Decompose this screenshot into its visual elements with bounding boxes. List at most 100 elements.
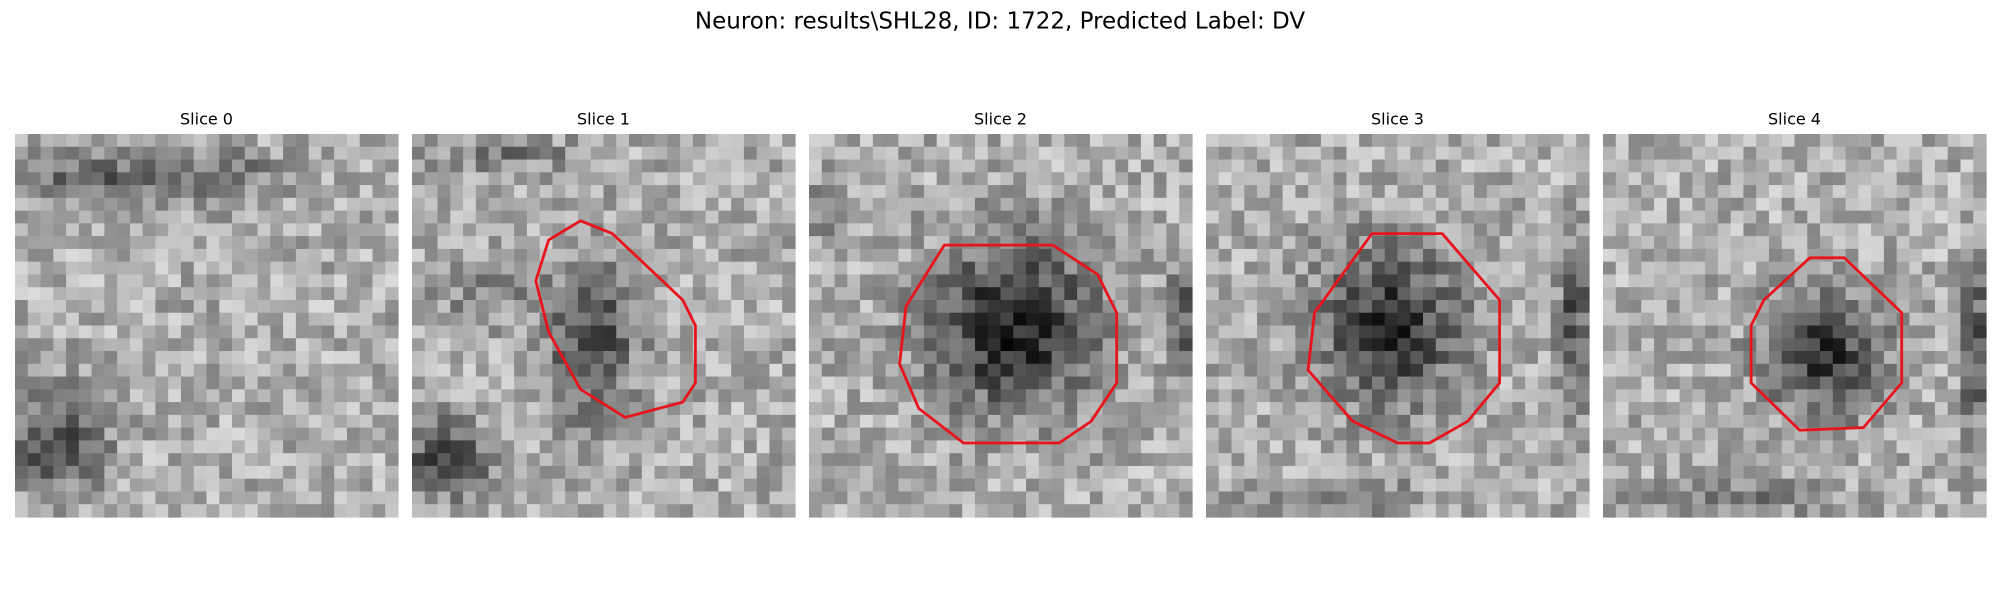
pixel [1679, 504, 1693, 518]
pixel [1282, 223, 1296, 237]
pixel [514, 197, 528, 212]
pixel [1206, 185, 1220, 199]
pixel [1333, 210, 1348, 224]
pixel [1679, 197, 1693, 212]
pixel [834, 504, 848, 518]
pixel [1512, 312, 1526, 327]
pixel [488, 185, 502, 199]
pixel [180, 351, 195, 365]
pixel [756, 427, 771, 441]
pixel [501, 312, 515, 327]
pixel [346, 223, 361, 237]
pixel [372, 504, 386, 518]
pixel [424, 185, 439, 199]
pixel [1756, 159, 1770, 173]
pixel [616, 159, 630, 173]
pixel [372, 389, 386, 403]
pixel [219, 491, 233, 505]
pixel [1435, 197, 1450, 212]
pixel [809, 159, 823, 173]
pixel [501, 402, 515, 416]
pixel [1089, 440, 1104, 454]
pixel [1179, 376, 1193, 390]
pixel [372, 274, 386, 288]
pixel [450, 402, 464, 416]
pixel [1705, 402, 1719, 416]
pixel [1077, 197, 1091, 212]
pixel [1346, 376, 1360, 390]
pixel [1269, 414, 1284, 429]
pixel [756, 197, 771, 212]
pixel [1461, 261, 1475, 276]
pixel [860, 414, 874, 429]
pixel [1448, 376, 1462, 390]
pixel [385, 414, 399, 429]
pixel [463, 312, 477, 327]
pixel [1512, 440, 1526, 454]
pixel [577, 414, 592, 429]
pixel [1820, 440, 1834, 454]
pixel [860, 210, 874, 224]
pixel [1474, 491, 1488, 505]
pixel [15, 146, 29, 161]
pixel [860, 478, 874, 493]
pixel [1448, 491, 1462, 505]
pixel [308, 504, 322, 518]
pixel [1934, 351, 1949, 365]
pixel [1461, 287, 1475, 301]
pixel [1679, 465, 1693, 480]
pixel [641, 491, 656, 505]
pixel [1641, 389, 1655, 403]
pixel [1206, 223, 1220, 237]
pixel [539, 223, 554, 237]
pixel [1858, 185, 1872, 199]
pixel [667, 197, 681, 212]
pixel [1257, 172, 1271, 186]
pixel [1743, 185, 1757, 199]
pixel [1397, 325, 1411, 339]
pixel [321, 236, 335, 250]
pixel [1461, 197, 1475, 212]
pixel [66, 172, 80, 186]
pixel [244, 414, 259, 429]
pixel [1128, 172, 1142, 186]
pixel [1871, 491, 1885, 505]
pixel [987, 338, 1002, 352]
pixel [346, 197, 361, 212]
pixel [962, 414, 976, 429]
pixel [1410, 185, 1424, 199]
pixel [667, 159, 681, 173]
pixel [603, 146, 617, 161]
pixel [1064, 172, 1078, 186]
pixel [1832, 453, 1847, 467]
pixel [1064, 351, 1078, 365]
pixel [769, 351, 783, 365]
pixel [1550, 389, 1565, 403]
pixel [526, 427, 541, 441]
pixel [1537, 210, 1552, 224]
pixel [1550, 402, 1565, 416]
pixel [488, 363, 502, 378]
pixel [1871, 453, 1885, 467]
pixel [155, 338, 169, 352]
pixel [1628, 504, 1642, 518]
pixel [1423, 465, 1437, 480]
pixel [1269, 504, 1284, 518]
pixel [1153, 185, 1168, 199]
pixel [1179, 312, 1193, 327]
pixel [1550, 414, 1565, 429]
pixel [1384, 274, 1399, 288]
pixel [1947, 338, 1962, 352]
pixel [1435, 465, 1450, 480]
pixel [1333, 440, 1348, 454]
pixel [1794, 376, 1808, 390]
pixel [1947, 134, 1962, 148]
pixel [1960, 197, 1974, 212]
panel-title: Slice 4 [1768, 110, 1821, 129]
pixel [1896, 389, 1910, 403]
pixel [1499, 389, 1513, 403]
pixel [334, 236, 348, 250]
pixel [577, 325, 592, 339]
pixel [1845, 338, 1859, 352]
pixel [346, 236, 361, 250]
